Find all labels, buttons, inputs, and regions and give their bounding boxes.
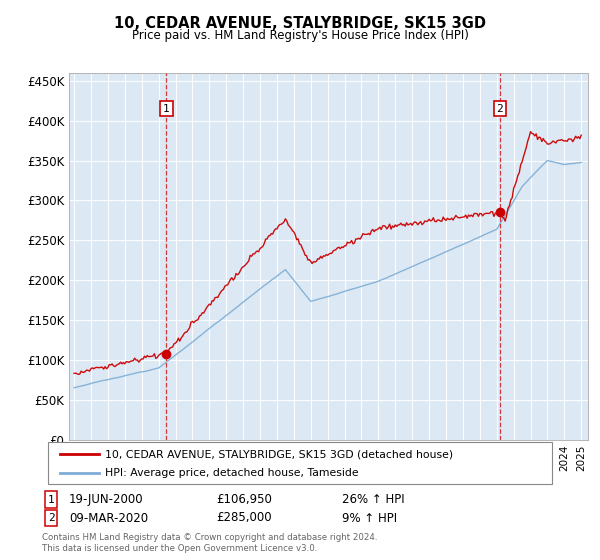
Text: 1: 1 [47,494,55,505]
Text: 10, CEDAR AVENUE, STALYBRIDGE, SK15 3GD: 10, CEDAR AVENUE, STALYBRIDGE, SK15 3GD [114,16,486,31]
Text: £106,950: £106,950 [216,493,272,506]
Text: Price paid vs. HM Land Registry's House Price Index (HPI): Price paid vs. HM Land Registry's House … [131,29,469,42]
Text: 1: 1 [163,104,170,114]
Text: 09-MAR-2020: 09-MAR-2020 [69,511,148,525]
Text: 2: 2 [497,104,503,114]
Text: 10, CEDAR AVENUE, STALYBRIDGE, SK15 3GD (detached house): 10, CEDAR AVENUE, STALYBRIDGE, SK15 3GD … [105,449,453,459]
Text: 26% ↑ HPI: 26% ↑ HPI [342,493,404,506]
Text: Contains HM Land Registry data © Crown copyright and database right 2024.
This d: Contains HM Land Registry data © Crown c… [42,533,377,553]
Text: HPI: Average price, detached house, Tameside: HPI: Average price, detached house, Tame… [105,468,359,478]
Text: 2: 2 [47,513,55,523]
Text: 9% ↑ HPI: 9% ↑ HPI [342,511,397,525]
Text: 19-JUN-2000: 19-JUN-2000 [69,493,143,506]
Text: £285,000: £285,000 [216,511,272,525]
